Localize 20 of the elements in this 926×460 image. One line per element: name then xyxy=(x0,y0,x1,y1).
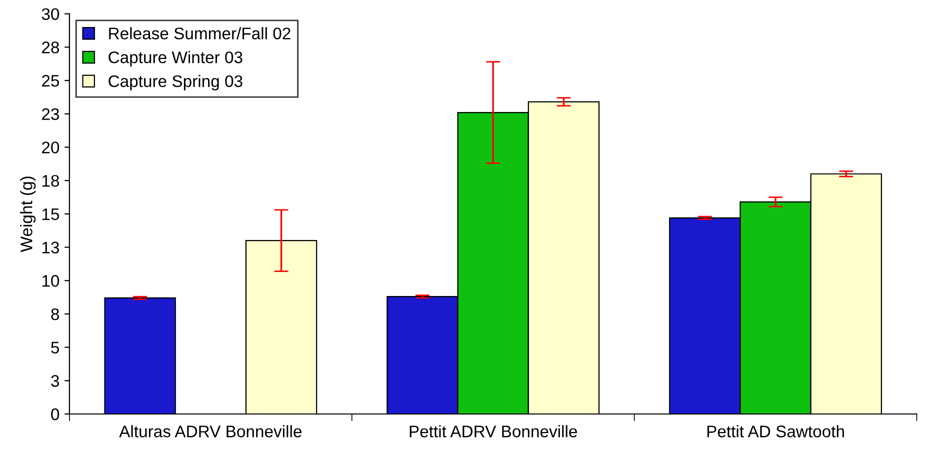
y-tick-label: 28 xyxy=(42,42,60,54)
y-tick-label: 15 xyxy=(42,208,60,220)
legend-label: Capture Winter 03 xyxy=(108,51,242,67)
x-tick-label: Pettit AD Sawtooth xyxy=(707,425,844,438)
x-tick-label: Alturas ADRV Bonneville xyxy=(119,425,302,438)
x-tick-label: Pettit ADRV Bonneville xyxy=(410,425,577,438)
y-tick-label: 13 xyxy=(42,242,59,254)
y-tick-label: 3 xyxy=(51,375,59,387)
y-tick-label: 20 xyxy=(42,142,60,154)
y-tick-label: 23 xyxy=(42,108,59,120)
y-axis-title: Weight (g) xyxy=(20,176,36,252)
y-tick-label: 0 xyxy=(51,408,60,420)
y-tick-label: 30 xyxy=(42,8,60,20)
legend-label: Release Summer/Fall 02 xyxy=(109,27,290,40)
legend-label: Capture Spring 03 xyxy=(108,74,242,90)
y-tick-label: 18 xyxy=(42,174,60,187)
y-tick-label: 25 xyxy=(42,74,60,87)
y-tick-label: 5 xyxy=(51,342,60,354)
y-tick-label: 8 xyxy=(51,308,60,320)
y-tick-label: 10 xyxy=(42,275,60,287)
